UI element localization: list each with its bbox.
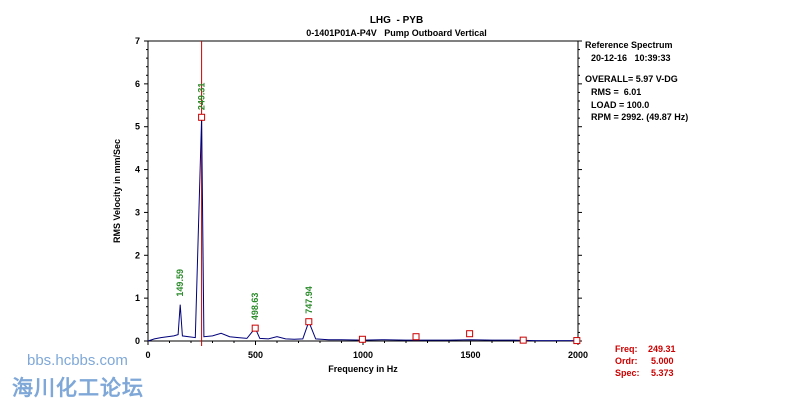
harmonic-marker xyxy=(358,335,366,343)
x-tick-label: 2000 xyxy=(568,350,588,360)
y-axis-label: RMS Velocity in mm/Sec xyxy=(112,139,122,243)
peak-label: 498.63 xyxy=(250,293,260,321)
cursor-spec-value: 5.373 xyxy=(651,368,674,378)
reference-load: LOAD = 100.0 xyxy=(591,100,650,110)
cursor-spec-label: Spec: xyxy=(615,368,640,378)
reference-rms: RMS = 6.01 xyxy=(591,87,642,97)
harmonic-marker xyxy=(466,330,474,338)
cursor-order-value: 5.000 xyxy=(651,356,674,366)
y-tick-label: 4 xyxy=(135,165,140,175)
y-tick-label: 0 xyxy=(135,336,140,346)
watermark-name: 海川化工论坛 xyxy=(12,377,144,400)
x-axis-label: Frequency in Hz xyxy=(328,364,398,374)
reference-title: Reference Spectrum xyxy=(585,40,673,50)
cursor-order-label: Ordr: xyxy=(615,356,638,366)
chart-title: LHG - PYB xyxy=(369,15,424,26)
peak-label: 149.59 xyxy=(175,269,185,297)
peak-label: 249.31 xyxy=(197,83,207,111)
harmonic-marker xyxy=(519,336,527,344)
x-tick-label: 500 xyxy=(248,350,263,360)
watermark-url: bbs.hcbbs.com xyxy=(27,352,128,369)
spectrum-line xyxy=(147,118,578,342)
harmonic-marker xyxy=(198,113,206,121)
harmonic-marker xyxy=(305,318,313,326)
y-tick-label: 6 xyxy=(135,79,140,89)
harmonic-marker xyxy=(251,324,259,332)
harmonic-marker xyxy=(573,337,581,345)
plot-frame xyxy=(147,40,579,342)
x-tick-label: 1500 xyxy=(460,350,480,360)
cursor-freq-value: 249.31 xyxy=(648,344,676,354)
reference-overall: OVERALL= 5.97 V-DG xyxy=(585,74,678,84)
reference-rpm: RPM = 2992. (49.87 Hz) xyxy=(591,112,689,122)
y-tick-label: 2 xyxy=(135,250,140,260)
cursor-freq-label: Freq: xyxy=(615,344,638,354)
x-tick-label: 0 xyxy=(145,350,150,360)
y-tick-label: 5 xyxy=(135,122,140,132)
chart-subtitle: 0-1401P01A-P4V Pump Outboard Vertical xyxy=(306,28,487,38)
y-tick-label: 7 xyxy=(135,36,140,46)
reference-date-time: 20-12-16 10:39:33 xyxy=(591,53,671,63)
peak-label: 747.94 xyxy=(304,286,314,314)
y-tick-label: 1 xyxy=(135,293,140,303)
x-tick-label: 1000 xyxy=(353,350,373,360)
y-tick-label: 3 xyxy=(135,207,140,217)
harmonic-marker xyxy=(412,333,420,341)
